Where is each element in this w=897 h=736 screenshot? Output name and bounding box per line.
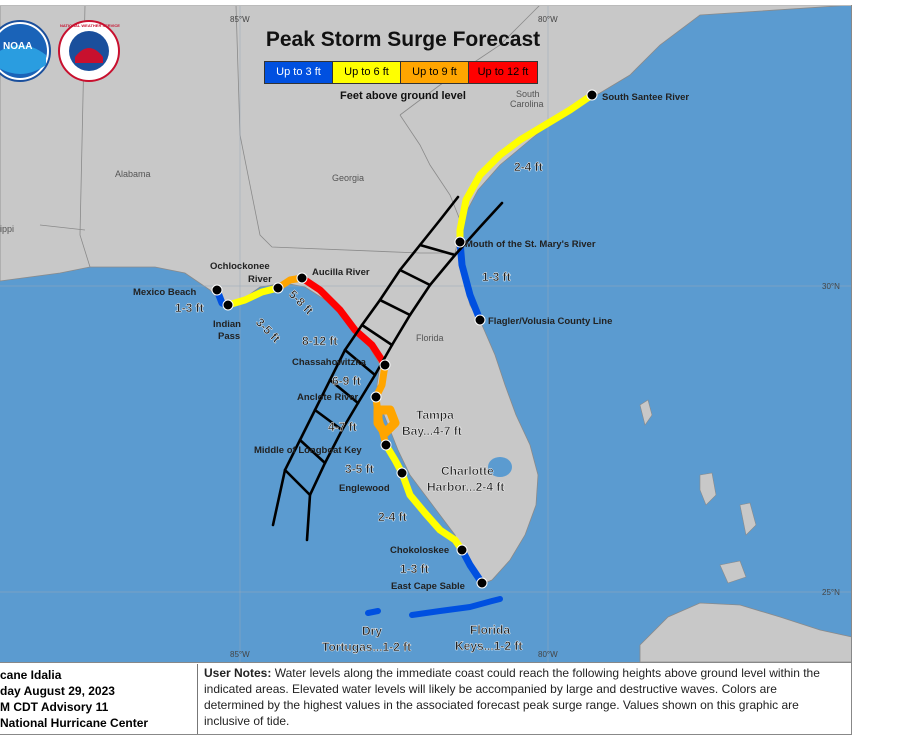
lon-label-top-left: 85°W [230, 15, 250, 24]
advisory-number: M CDT Advisory 11 [0, 700, 109, 714]
legend-item-up-to-12: Up to 12 ft [469, 62, 537, 83]
surge-map: 85°W 80°W 85°W 80°W 30°N 25°N South Caro… [0, 5, 852, 662]
legend-item-up-to-3: Up to 3 ft [265, 62, 333, 83]
region-label-south-carolina-2: Carolina [510, 99, 544, 109]
surge-label-tampa-1: Tampa [416, 408, 454, 422]
forecast-cone-hatch [271, 195, 504, 542]
label-st-marys: Mouth of the St. Mary's River [465, 239, 596, 250]
region-label-alabama: Alabama [115, 169, 151, 179]
surge-label-sc-ga: 2-4 ft [514, 160, 543, 174]
label-south-santee: South Santee River [602, 92, 689, 103]
surge-label-anclote: 4-7 ft [328, 420, 357, 434]
location-dots [211, 89, 598, 589]
user-notes-label: User Notes: [204, 666, 272, 680]
land-cuba [639, 602, 852, 662]
noaa-logo-text: NOAA [3, 41, 32, 52]
nws-logo-text: NATIONAL WEATHER SERVICE [60, 23, 120, 28]
footer-bottom-border [0, 734, 852, 735]
surge-label-charlotte-2: Harbor...2-4 ft [427, 480, 504, 494]
legend-item-up-to-9: Up to 9 ft [401, 62, 469, 83]
label-aucilla: Aucilla River [312, 267, 370, 278]
label-indian-pass-1: Indian [213, 319, 241, 330]
label-indian-pass-2: Pass [218, 331, 240, 342]
label-anclote: Anclote River [297, 392, 359, 403]
label-middle-longboat: Middle of Longboat Key [254, 445, 362, 456]
segment-sw-fl [398, 469, 466, 554]
surge-label-longboat: 3-5 ft [345, 462, 374, 476]
surge-label-charlotte-1: Charlotte [441, 464, 494, 478]
label-englewood: Englewood [339, 483, 390, 494]
advisory-source: National Hurricane Center [0, 716, 149, 730]
region-label-mississippi: ippi [0, 224, 14, 234]
legend-caption: Feet above ground level [340, 90, 466, 102]
surge-label-aucilla: 8-12 ft [302, 334, 337, 348]
surge-label-mexico-beach: 1-3 ft [175, 301, 204, 315]
label-mexico-beach: Mexico Beach [133, 287, 197, 298]
lon-label-bottom-left: 85°W [230, 650, 250, 659]
noaa-logo: NOAA [0, 20, 51, 82]
surge-label-keys-2: Keys...1-2 ft [455, 639, 522, 653]
label-chassahowitzka: Chassahowitzka [292, 357, 367, 368]
footer-border [0, 662, 852, 663]
region-label-south-carolina-1: South [516, 89, 540, 99]
surge-label-dry-tortugas-1: Dry [362, 624, 382, 638]
advisory-info: cane Idalia day August 29, 2023 M CDT Ad… [0, 664, 198, 734]
lat-label-30: 30°N [822, 282, 840, 291]
segment-dry-tortugas [365, 608, 381, 616]
lon-label-top-right: 80°W [538, 15, 558, 24]
label-east-cape: East Cape Sable [391, 581, 465, 592]
segment-aucilla [298, 274, 389, 369]
label-ochlockonee-1: Ochlockonee [210, 261, 270, 272]
surge-label-dry-tortugas-2: Tortugas...1-2 ft [322, 640, 411, 654]
surge-label-chokoloskee: 1-3 ft [400, 562, 429, 576]
label-flagler: Flagler/Volusia County Line [488, 316, 612, 327]
surge-legend: Up to 3 ft Up to 6 ft Up to 9 ft Up to 1… [264, 61, 538, 84]
map-title: Peak Storm Surge Forecast [266, 28, 540, 51]
lat-label-25: 25°N [822, 588, 840, 597]
region-label-florida: Florida [416, 333, 444, 343]
nws-logo: NATIONAL WEATHER SERVICE [58, 20, 120, 82]
surge-label-keys-1: Florida [470, 623, 510, 637]
graticule [0, 5, 852, 662]
surge-label-tampa-2: Bay...4-7 ft [402, 424, 462, 438]
user-notes-text: Water levels along the immediate coast c… [204, 666, 820, 728]
segment-indian-pass [224, 284, 282, 309]
advisory-storm-name: cane Idalia [0, 668, 62, 682]
legend-item-up-to-6: Up to 6 ft [333, 62, 401, 83]
surge-label-chassahowitzka: 6-9 ft [332, 374, 361, 388]
label-chokoloskee: Chokoloskee [390, 545, 449, 556]
right-border [851, 5, 852, 735]
advisory-date: day August 29, 2023 [0, 684, 115, 698]
segment-tampa-bay [373, 405, 400, 438]
label-ochlockonee-2: River [248, 274, 272, 285]
user-notes: User Notes: Water levels along the immed… [204, 665, 840, 729]
surge-label-ne-fl: 1-3 ft [482, 270, 511, 284]
lon-label-bottom-right: 80°W [538, 650, 558, 659]
surge-label-sw-fl: 2-4 ft [378, 510, 407, 524]
segment-keys [409, 596, 503, 618]
lake-okeechobee [488, 457, 512, 477]
segment-sc-ga [456, 91, 596, 246]
segment-chokoloskee [458, 546, 486, 587]
segment-ne-fl [456, 238, 484, 324]
top-border [0, 5, 852, 6]
region-label-georgia: Georgia [332, 173, 364, 183]
land-bahamas [639, 399, 757, 584]
